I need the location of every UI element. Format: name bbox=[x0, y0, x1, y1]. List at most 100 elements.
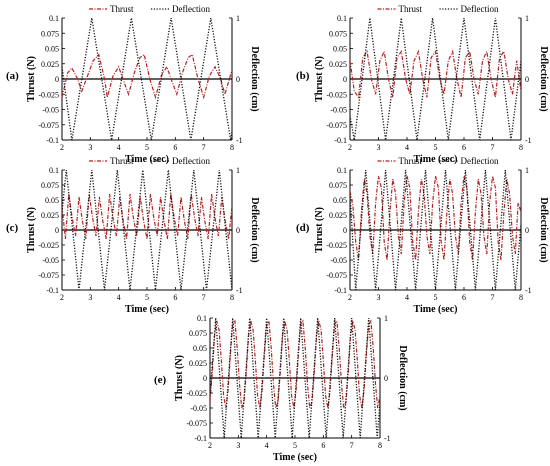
x-tick-label: 6 bbox=[173, 293, 177, 302]
series-deflection-line bbox=[62, 18, 232, 140]
chart-panel-3: 0.1 0.075 0.05 0.025 0 -0.025 -0.05 -0.075 -0.1 1… bbox=[6, 156, 260, 315]
legend-entry: Thrust bbox=[399, 156, 423, 166]
y2-tick-label: -1 bbox=[525, 136, 532, 145]
legend-entry: Deflection bbox=[172, 4, 210, 14]
series-thrust-line bbox=[62, 193, 232, 240]
y-tick-label: -0.1 bbox=[194, 434, 207, 443]
series-thrust-line bbox=[62, 53, 232, 100]
x-tick-label: 5 bbox=[145, 293, 149, 302]
x-tick-label: 5 bbox=[145, 143, 149, 152]
x-tick-label: 4 bbox=[265, 441, 269, 450]
x-tick-label: 7 bbox=[491, 143, 495, 152]
y-axis-label: Thrust (N) bbox=[314, 207, 325, 253]
legend: Thrust Deflection bbox=[89, 156, 210, 166]
y2-tick-label: 0 bbox=[236, 226, 240, 235]
y2-tick-label: 1 bbox=[236, 166, 240, 175]
x-tick-label: 7 bbox=[350, 441, 354, 450]
x-tick-label: 2 bbox=[208, 441, 212, 450]
y-tick-label: -0.05 bbox=[190, 404, 207, 413]
y-tick-label: -0.025 bbox=[38, 90, 59, 99]
x-tick-label: 4 bbox=[117, 293, 121, 302]
y2-axis-label: Deflection (cm) bbox=[249, 197, 260, 262]
x-tick-label: 3 bbox=[88, 143, 92, 152]
y-tick-label: 0.05 bbox=[333, 196, 347, 205]
y-tick-label: -0.025 bbox=[326, 241, 347, 250]
series-thrust-line bbox=[350, 49, 521, 99]
x-tick-label: 8 bbox=[230, 143, 234, 152]
y-tick-label: 0.075 bbox=[189, 329, 207, 338]
y2-tick-label: 1 bbox=[525, 14, 529, 23]
series-thrust-line bbox=[350, 175, 521, 261]
y-tick-label: 0 bbox=[343, 226, 347, 235]
y-tick-label: 0.075 bbox=[329, 181, 347, 190]
x-tick-label: 6 bbox=[462, 143, 466, 152]
y-axis-label: Thrust (N) bbox=[26, 56, 37, 102]
y2-axis-label: Deflection (cm) bbox=[538, 197, 549, 262]
y-tick-label: -0.075 bbox=[38, 271, 59, 280]
legend: Thrust Deflection bbox=[377, 4, 499, 14]
chart-panel-4: 0.1 0.075 0.05 0.025 0 -0.025 -0.05 -0.075 -0.1 1… bbox=[296, 156, 549, 315]
y2-tick-label: -1 bbox=[236, 286, 243, 295]
y-tick-label: -0.05 bbox=[42, 106, 59, 115]
y-tick-label: -0.075 bbox=[326, 121, 347, 130]
y2-tick-label: 1 bbox=[525, 166, 529, 175]
y2-axis-label: Deflection (cm) bbox=[249, 46, 260, 111]
x-tick-label: 5 bbox=[434, 293, 438, 302]
y-tick-label: 0.1 bbox=[49, 166, 59, 175]
y2-tick-label: 0 bbox=[525, 226, 529, 235]
y2-axis-label: Deflection (cm) bbox=[538, 46, 549, 111]
x-tick-label: 6 bbox=[462, 293, 466, 302]
y-tick-label: -0.025 bbox=[326, 90, 347, 99]
y2-tick-label: 1 bbox=[236, 14, 240, 23]
y-tick-label: -0.05 bbox=[330, 106, 347, 115]
y-tick-label: 0.025 bbox=[329, 60, 347, 69]
y-tick-label: 0.1 bbox=[197, 314, 207, 323]
x-tick-label: 6 bbox=[321, 441, 325, 450]
y-tick-label: -0.1 bbox=[46, 136, 59, 145]
panel-label: (c) bbox=[6, 222, 19, 234]
x-tick-label: 4 bbox=[117, 143, 121, 152]
panel-label: (b) bbox=[296, 70, 310, 82]
legend: Thrust Deflection bbox=[377, 156, 499, 166]
panel-label: (d) bbox=[296, 222, 310, 234]
chart-panel-5: 0.1 0.075 0.05 0.025 0 -0.025 -0.05 -0.075 -0.1 1… bbox=[154, 314, 408, 463]
y-tick-label: 0 bbox=[203, 374, 207, 383]
y-tick-label: -0.1 bbox=[334, 136, 347, 145]
y-tick-label: 0.05 bbox=[45, 196, 59, 205]
y-tick-label: -0.05 bbox=[42, 256, 59, 265]
x-tick-label: 5 bbox=[293, 441, 297, 450]
y-tick-label: 0.025 bbox=[41, 211, 59, 220]
y-tick-label: -0.025 bbox=[186, 389, 207, 398]
x-axis-label: Time (sec) bbox=[273, 452, 317, 463]
y-tick-label: -0.05 bbox=[330, 256, 347, 265]
legend-entry: Deflection bbox=[461, 4, 499, 14]
y-tick-label: 0.075 bbox=[329, 29, 347, 38]
x-tick-label: 2 bbox=[348, 293, 352, 302]
x-tick-label: 2 bbox=[348, 143, 352, 152]
y-tick-label: -0.025 bbox=[38, 241, 59, 250]
chart-panel-1: 0.1 0.075 0.05 0.025 0 -0.025 -0.05 -0.075 -0.1 1… bbox=[6, 4, 260, 165]
legend-entry: Deflection bbox=[461, 156, 499, 166]
y2-tick-label: -1 bbox=[236, 136, 243, 145]
series-deflection-line bbox=[210, 318, 380, 438]
y-tick-label: 0.1 bbox=[49, 14, 59, 23]
x-tick-label: 7 bbox=[202, 143, 206, 152]
x-tick-label: 2 bbox=[60, 293, 64, 302]
y-tick-label: 0.05 bbox=[193, 344, 207, 353]
y-tick-label: 0 bbox=[55, 75, 59, 84]
x-axis-label: Time (sec) bbox=[414, 154, 458, 165]
y-axis-label: Thrust (N) bbox=[314, 56, 325, 102]
y-tick-label: -0.075 bbox=[186, 419, 207, 428]
x-tick-label: 3 bbox=[377, 143, 381, 152]
x-tick-label: 4 bbox=[405, 143, 409, 152]
y-tick-label: 0 bbox=[55, 226, 59, 235]
y-tick-label: -0.1 bbox=[46, 286, 59, 295]
x-tick-label: 6 bbox=[173, 143, 177, 152]
chart-panel-2: 0.1 0.075 0.05 0.025 0 -0.025 -0.05 -0.075 -0.1 1… bbox=[296, 4, 549, 165]
panel-label: (a) bbox=[6, 70, 19, 82]
legend-entry: Deflection bbox=[172, 156, 210, 166]
x-axis-label: Time (sec) bbox=[414, 304, 458, 315]
y2-tick-label: 0 bbox=[525, 75, 529, 84]
x-tick-label: 8 bbox=[230, 293, 234, 302]
